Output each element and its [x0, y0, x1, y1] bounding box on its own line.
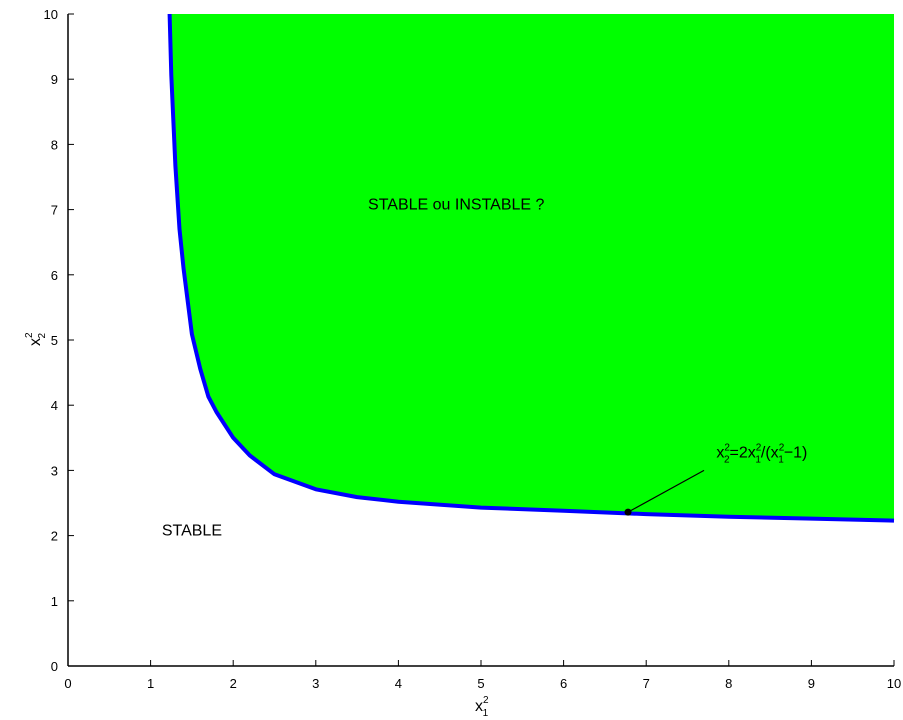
y-tick-label: 10 [44, 7, 58, 22]
x-tick-label: 4 [395, 676, 402, 691]
x-tick-label: 2 [230, 676, 237, 691]
x-axis-label: x2 1 [475, 695, 489, 719]
y-tick-label: 2 [51, 529, 58, 544]
x-tick-label: 8 [725, 676, 732, 691]
equation-part: x [716, 444, 724, 461]
y-tick-label: 4 [51, 398, 58, 413]
equation-part: 2 [779, 442, 785, 453]
equation-part: =2x [730, 444, 756, 461]
x-tick-label: 0 [64, 676, 71, 691]
x-tick-label: 9 [808, 676, 815, 691]
y-tick-label: 8 [51, 137, 58, 152]
x-tick-label: 7 [643, 676, 650, 691]
axes [67, 13, 895, 667]
x-tick-label: 3 [312, 676, 319, 691]
plot-curves [167, 13, 895, 523]
x-tick-label: 6 [560, 676, 567, 691]
x-axis-label-base: x [475, 698, 483, 715]
equation-part: 1 [778, 454, 784, 465]
equation-part: /(x [761, 444, 779, 461]
y-tick-label: 0 [51, 659, 58, 674]
x-tick-label: 1 [147, 676, 154, 691]
annotation-arrow [627, 469, 705, 513]
equation-part: 2 [756, 442, 762, 453]
y-tick-label: 6 [51, 268, 58, 283]
equation-part: −1) [784, 444, 808, 461]
y-axis-label: x2 2 [24, 332, 48, 346]
outside-region-label: STABLE [162, 523, 222, 540]
equation-part: 2 [724, 442, 730, 453]
curve-equation-label: x2 2=2x2 1/(x2 1−1) [716, 442, 807, 465]
region-label: STABLE ou INSTABLE ? [368, 197, 544, 214]
y-tick-label: 7 [51, 203, 58, 218]
annotation-arrow-head [624, 508, 632, 516]
y-tick-label: 1 [51, 594, 58, 609]
y-tick-label: 5 [51, 333, 58, 348]
x-tick-label: 5 [477, 676, 484, 691]
equation-part: 2 [724, 454, 730, 465]
boundary-curve [167, 13, 895, 523]
y-tick-label: 9 [51, 72, 58, 87]
x-tick-label: 10 [887, 676, 901, 691]
region-fill [169, 14, 895, 521]
x-axis-label-sup: 2 [483, 695, 489, 706]
y-tick-label: 3 [51, 463, 58, 478]
y-axis-label-sup: 2 [24, 332, 35, 338]
equation-part: 1 [755, 454, 761, 465]
y-axis-label-sub: 2 [37, 332, 48, 338]
y-axis-label-base: x [27, 338, 44, 346]
plot-area [169, 14, 895, 521]
x-axis-label-sub: 1 [483, 708, 489, 719]
